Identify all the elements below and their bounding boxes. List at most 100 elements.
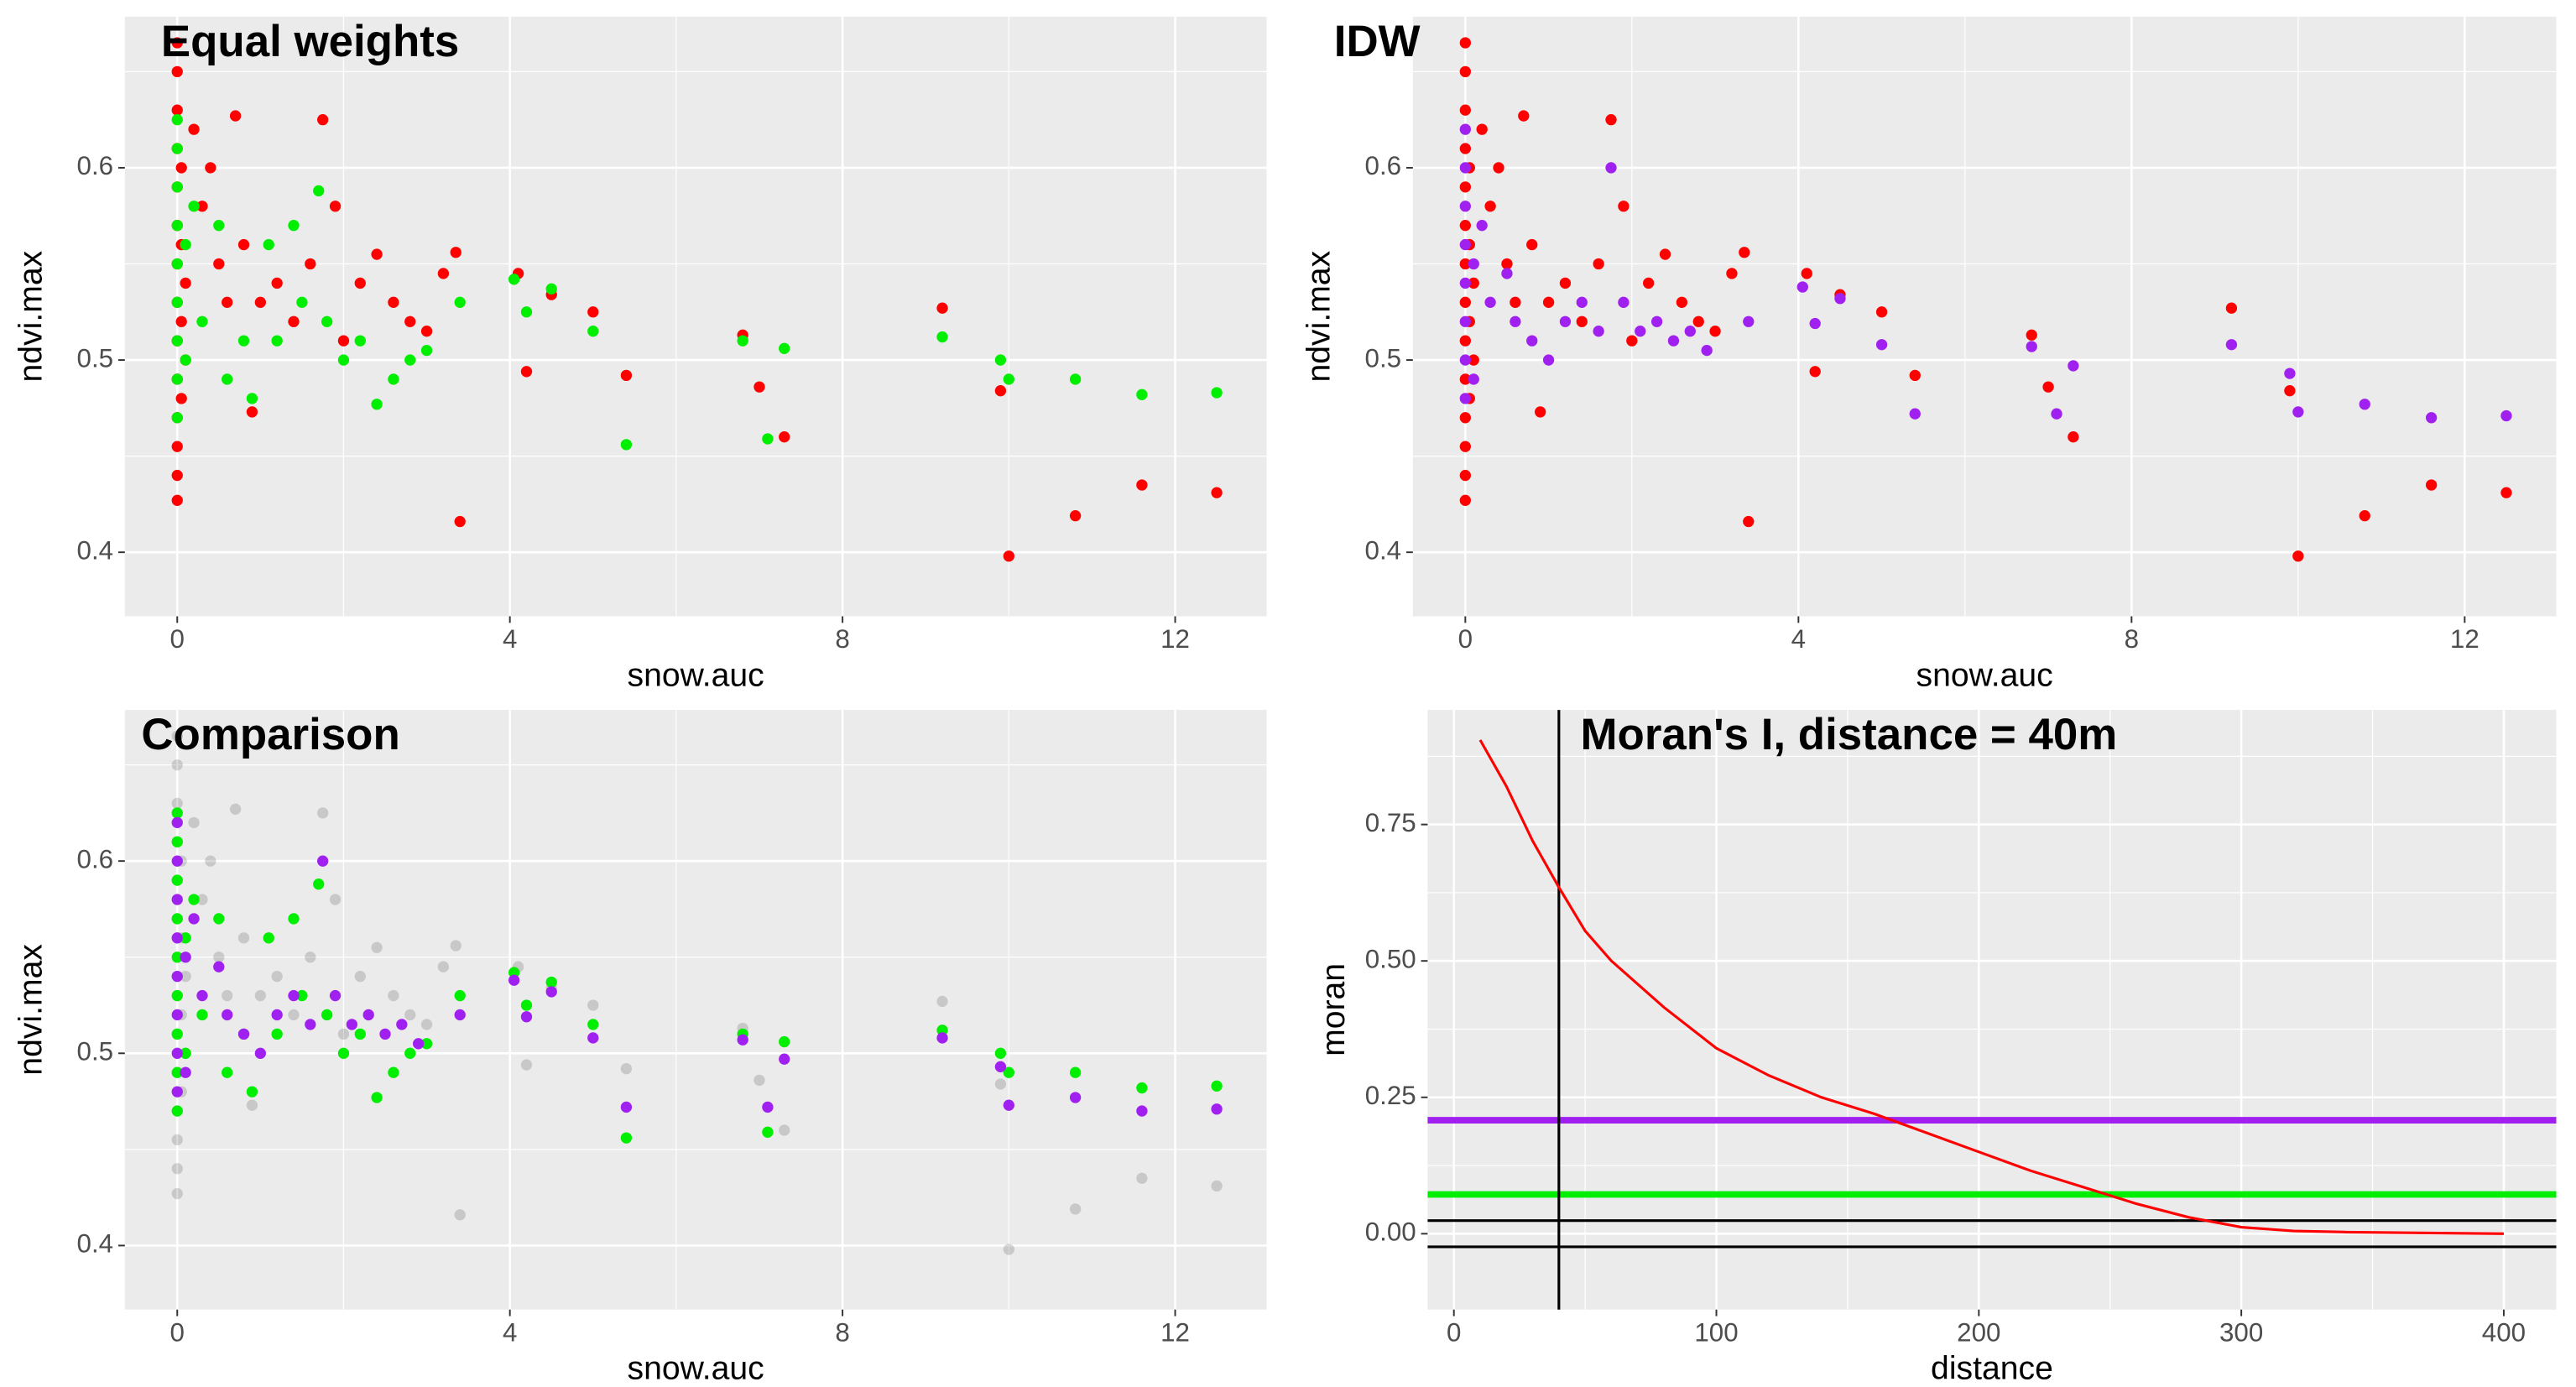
point — [762, 1101, 774, 1113]
point — [180, 238, 191, 251]
point — [2292, 550, 2304, 562]
point — [2425, 412, 2438, 424]
point — [1650, 315, 1663, 327]
point — [2500, 409, 2512, 422]
point — [175, 315, 187, 327]
point — [587, 1032, 599, 1044]
x-tick-label: 8 — [2125, 624, 2139, 654]
point — [271, 970, 283, 983]
y-tick-label: 0.6 — [1365, 151, 1402, 180]
point — [420, 344, 433, 357]
point — [2042, 381, 2054, 393]
point — [388, 989, 399, 1002]
point — [237, 1028, 250, 1040]
point — [188, 894, 200, 905]
point — [1459, 373, 1471, 385]
point — [222, 296, 233, 308]
point — [412, 1038, 425, 1050]
point — [371, 399, 383, 410]
point — [171, 932, 183, 944]
point — [994, 1061, 1007, 1072]
point — [1459, 441, 1471, 452]
x-tick-label: 8 — [835, 1317, 849, 1347]
point — [1510, 296, 1521, 308]
point — [1468, 354, 1479, 366]
point — [1459, 123, 1471, 135]
point — [1069, 1203, 1082, 1215]
point — [171, 1105, 183, 1117]
point — [2026, 341, 2037, 352]
point — [420, 1019, 433, 1030]
panel-background — [1427, 710, 2557, 1310]
point — [171, 989, 183, 1002]
point — [171, 37, 183, 49]
point — [1593, 326, 1604, 337]
y-tick-label: 0.4 — [1365, 535, 1402, 565]
y-tick-label: 0.25 — [1365, 1081, 1416, 1110]
point — [520, 306, 533, 318]
point — [329, 989, 342, 1002]
point — [1796, 281, 1808, 293]
point — [171, 143, 183, 154]
point — [2026, 329, 2037, 341]
point — [1559, 277, 1572, 289]
x-tick-label: 0 — [1447, 1317, 1461, 1347]
point — [171, 807, 183, 819]
point — [404, 1047, 416, 1059]
point — [317, 855, 329, 867]
point — [1526, 238, 1538, 251]
point — [305, 258, 316, 270]
point — [354, 970, 366, 983]
y-axis-title: ndvi.max — [13, 250, 50, 382]
point — [171, 797, 183, 810]
point — [508, 274, 520, 285]
point — [171, 1028, 183, 1040]
point — [2500, 487, 2512, 498]
point — [2425, 479, 2438, 491]
point — [213, 952, 225, 963]
point — [171, 1066, 183, 1078]
point — [587, 306, 599, 318]
x-tick-label: 4 — [1791, 624, 1806, 654]
point — [222, 989, 233, 1002]
y-tick-label: 0.75 — [1365, 808, 1416, 837]
y-tick-label: 0.5 — [1365, 343, 1402, 373]
point — [305, 1019, 316, 1030]
point — [388, 296, 399, 308]
point — [1003, 373, 1014, 385]
point — [1003, 1099, 1014, 1111]
point — [371, 941, 383, 953]
point — [171, 335, 183, 347]
panel: 0 4 8 12 0.4 0.5 0.6 snow.auc ndvi.max Equal weig… — [13, 17, 1267, 693]
point — [936, 995, 948, 1008]
point — [1459, 393, 1471, 404]
point — [171, 441, 183, 452]
line — [1478, 739, 2504, 1235]
point — [188, 123, 200, 135]
point — [1834, 293, 1846, 305]
point — [222, 1009, 233, 1021]
point — [171, 1163, 183, 1175]
point — [420, 326, 433, 337]
point — [2284, 368, 2296, 379]
x-axis-title: snow.auc — [1916, 657, 2053, 693]
point — [1003, 1244, 1014, 1255]
point — [246, 406, 258, 418]
point — [1526, 335, 1538, 347]
point — [396, 1019, 408, 1030]
point — [508, 967, 520, 978]
point — [1692, 315, 1704, 327]
point — [362, 1009, 374, 1021]
point — [1643, 277, 1655, 289]
point — [520, 999, 533, 1011]
point — [754, 381, 765, 393]
point — [520, 1011, 533, 1023]
point — [454, 1209, 466, 1221]
x-tick-label: 0 — [170, 624, 185, 654]
point — [1542, 296, 1555, 308]
point — [1809, 366, 1821, 378]
point — [388, 1066, 399, 1078]
point — [1875, 339, 1888, 351]
y-axis-title: ndvi.max — [13, 944, 50, 1076]
